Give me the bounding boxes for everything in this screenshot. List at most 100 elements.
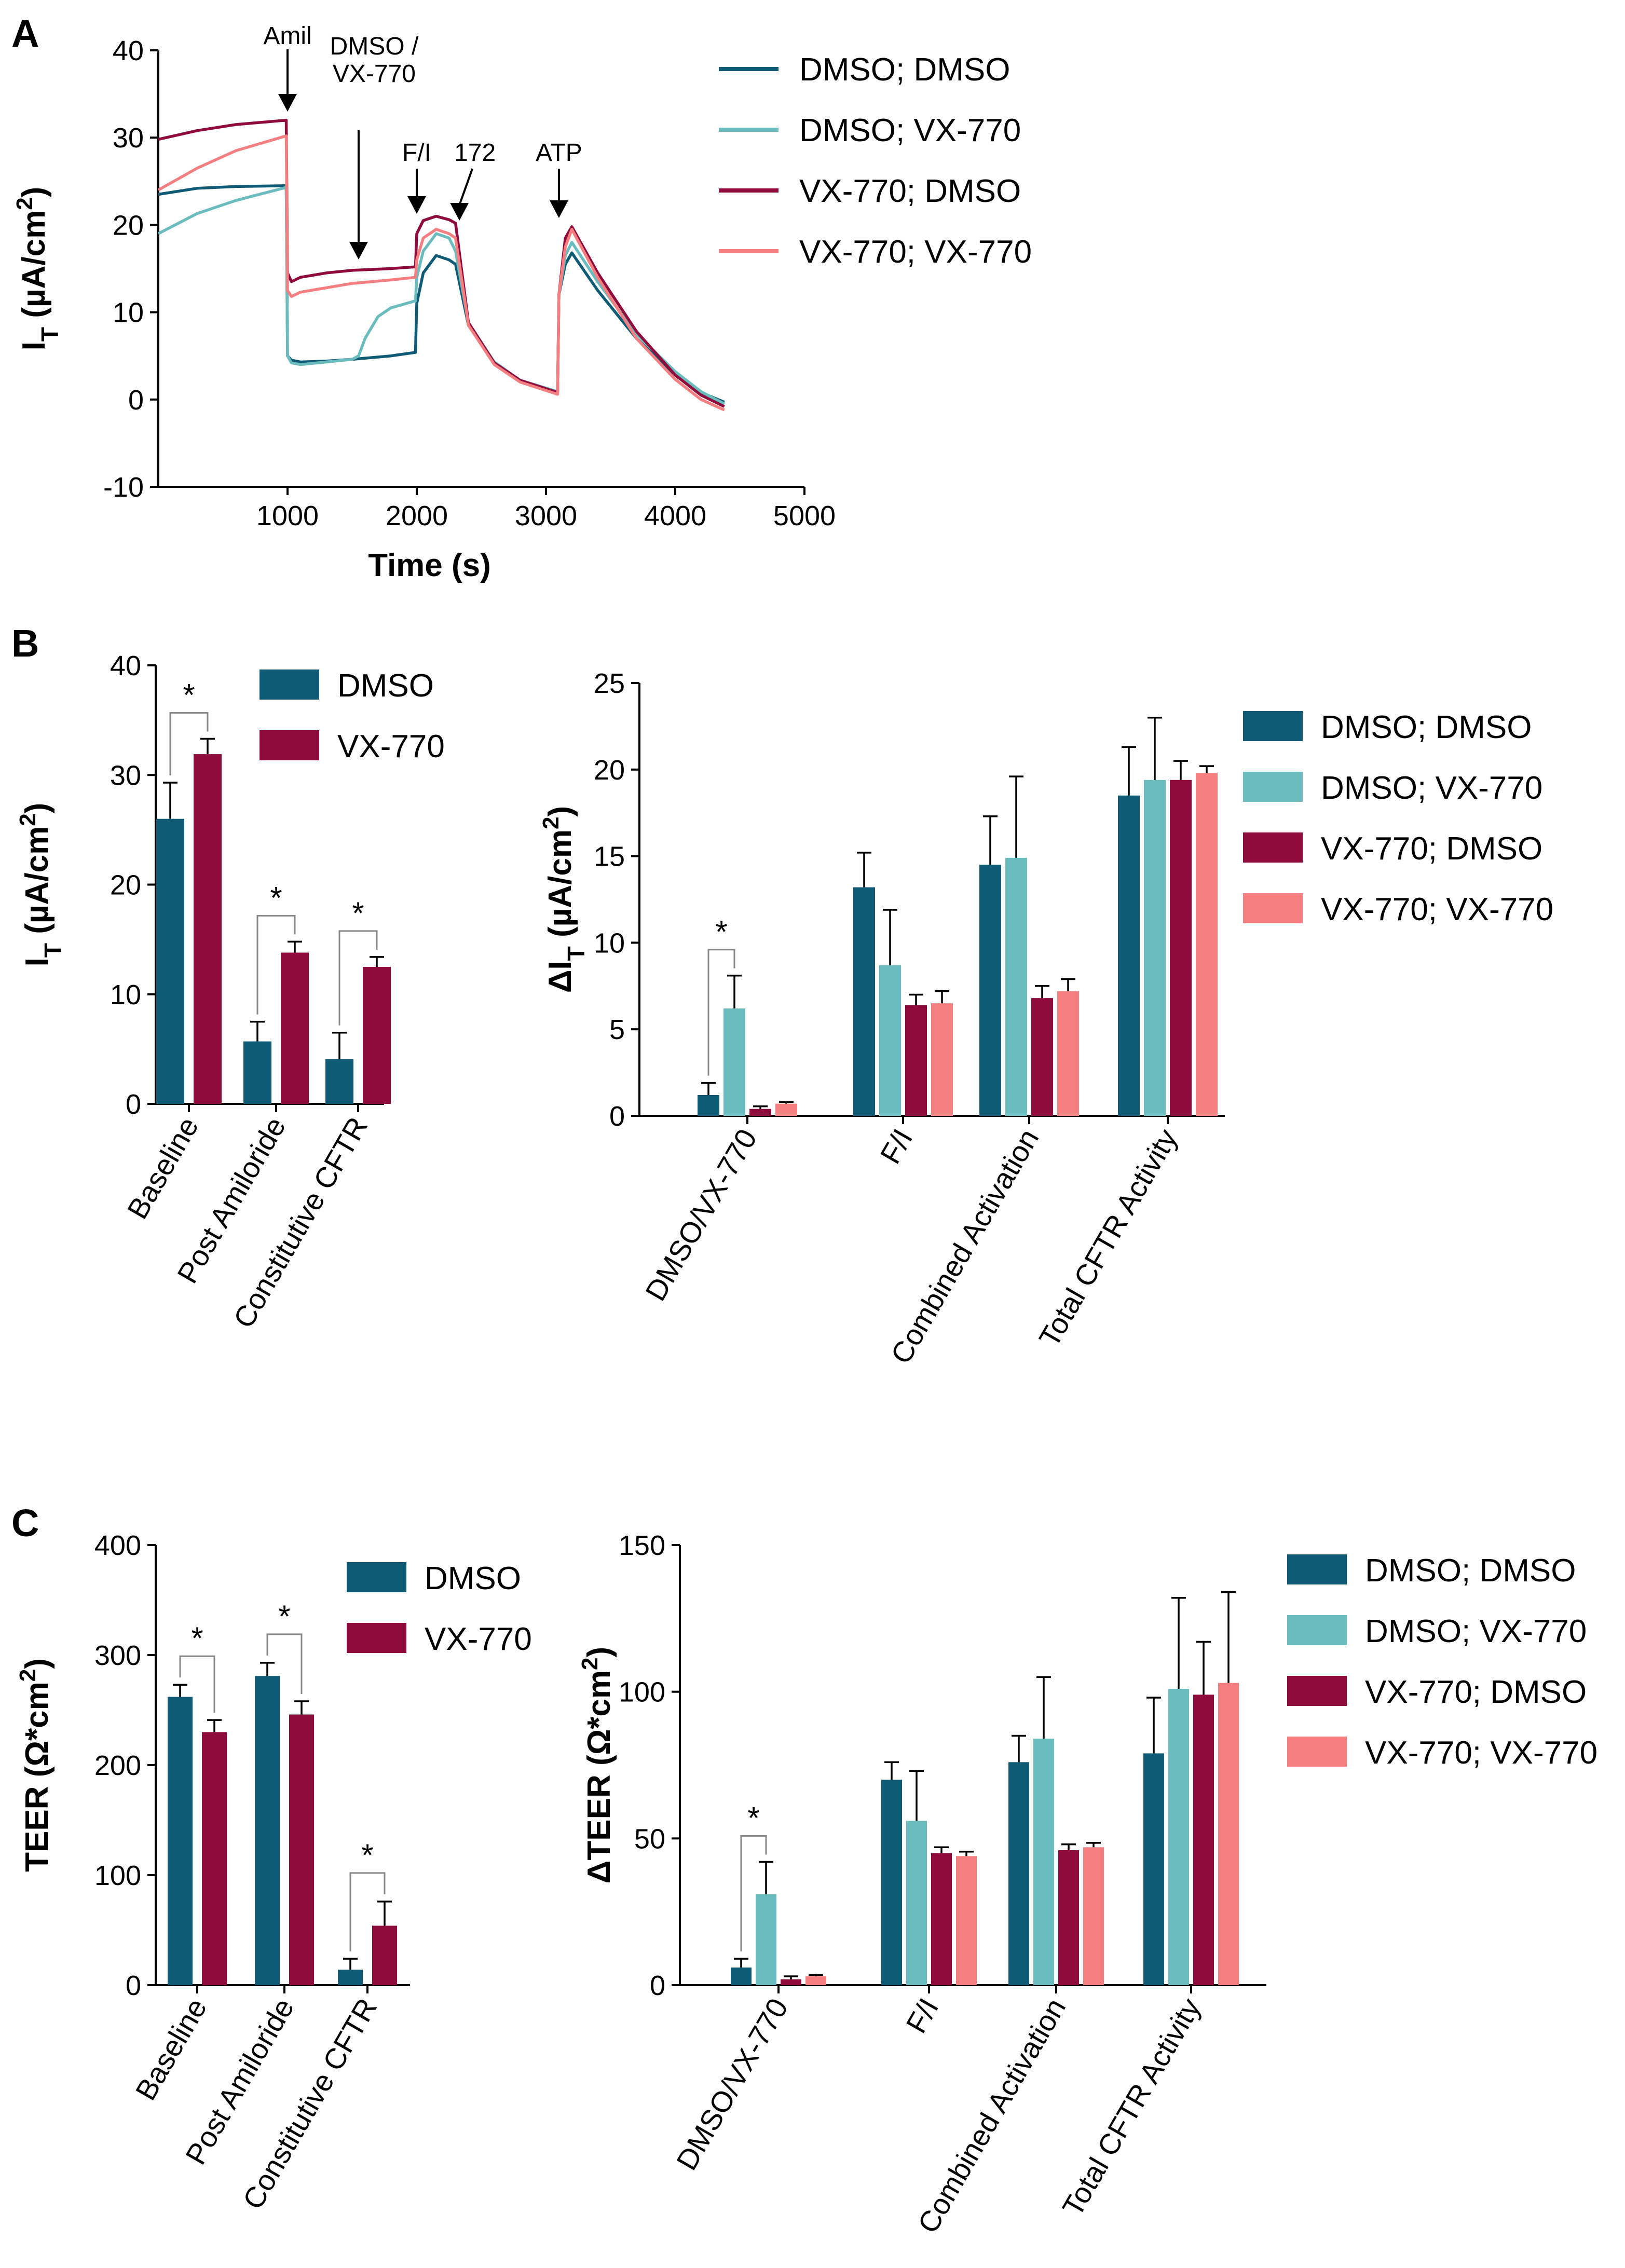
- bar: [979, 865, 1001, 1116]
- annotation-label: ATP: [536, 139, 582, 167]
- bar: [1083, 1847, 1104, 1985]
- bar: [1008, 1762, 1029, 1985]
- category-label: F/I: [899, 1993, 945, 2039]
- arrow-head: [278, 94, 297, 112]
- annotation-arrow: F/I: [402, 139, 431, 214]
- y-tick-label: 0: [650, 1970, 665, 2001]
- bracket-line: [349, 1872, 386, 1952]
- legend-label: VX-770; VX-770: [1365, 1735, 1597, 1771]
- significance-bracket: *: [256, 880, 296, 1015]
- text-run: I: [19, 958, 55, 966]
- category-label: Baseline: [129, 1993, 213, 2106]
- series-line: [157, 186, 725, 405]
- category-label: Combined Activation: [911, 1993, 1072, 2239]
- arrow-head: [549, 200, 568, 218]
- superscript: 2: [538, 817, 564, 829]
- legend-label: DMSO; VX-770: [1321, 770, 1542, 806]
- annotation-label: F/I: [402, 139, 431, 167]
- subscript: T: [39, 943, 66, 958]
- y-tick-label: 400: [94, 1530, 141, 1561]
- legend-label: DMSO; DMSO: [799, 52, 1010, 88]
- panel-label-a: A: [11, 12, 39, 55]
- y-tick-label: 40: [113, 35, 144, 66]
- y-tick-label: 30: [110, 760, 141, 791]
- legend: DMSO; DMSO DMSO; VX-770 VX-770; DMSO VX-770…: [1243, 709, 1553, 927]
- y-axis-title: IT​ (µA/cm2): [12, 187, 64, 351]
- bar: [749, 1109, 771, 1116]
- bar: [775, 1103, 797, 1116]
- category-label: Total CFTR Activity: [1032, 1124, 1183, 1352]
- category-label: Combined Activation: [884, 1124, 1045, 1370]
- superscript: 2: [15, 813, 40, 826]
- text-run: ): [542, 806, 578, 817]
- y-tick-label: 10: [110, 979, 141, 1010]
- bar: [372, 1925, 397, 1985]
- significance-bracket: *: [338, 896, 378, 1026]
- subscript: T: [563, 946, 590, 961]
- annotation-arrow: 172: [450, 139, 496, 221]
- superscript: 2: [12, 197, 37, 210]
- text-run: ): [19, 803, 55, 814]
- bar: [879, 965, 901, 1116]
- bar: [168, 1697, 193, 1985]
- legend-swatch: [1243, 711, 1303, 741]
- bar: [905, 1005, 927, 1116]
- arrow-head: [450, 203, 469, 221]
- y-tick-label: 10: [113, 297, 144, 329]
- category-label: Baseline: [120, 1112, 204, 1225]
- bar: [243, 1041, 271, 1104]
- x-tick-label: 4000: [644, 500, 706, 531]
- bar: [289, 1714, 314, 1985]
- legend-label: DMSO; DMSO: [1321, 709, 1532, 745]
- y-tick-label: 25: [594, 668, 625, 699]
- legend-label: DMSO; VX-770: [1365, 1614, 1587, 1649]
- bar: [723, 1008, 745, 1116]
- bar: [756, 1894, 776, 1985]
- bracket-line: [707, 949, 735, 1076]
- bar: [255, 1676, 280, 1985]
- bar: [1033, 1739, 1054, 1985]
- legend-swatch: [260, 730, 319, 760]
- bracket-line: [740, 1835, 767, 1952]
- text-run: ΔTEER (Ω*cm: [581, 1670, 617, 1883]
- text-run: ): [16, 187, 52, 198]
- significance-star: *: [183, 678, 195, 713]
- category-label: F/I: [873, 1124, 919, 1169]
- bar: [1118, 795, 1140, 1116]
- bar: [281, 952, 309, 1104]
- superscript: 2: [577, 1657, 603, 1670]
- text-run: ): [19, 1658, 55, 1669]
- significance-bracket: *: [179, 1621, 215, 1713]
- legend-swatch: [1243, 772, 1303, 802]
- bracket-line: [266, 1633, 303, 1695]
- significance-star: *: [270, 880, 282, 915]
- series-line: [158, 118, 725, 408]
- legend: DMSO; DMSO DMSO; VX-770 VX-770; DMSO VX-770…: [719, 52, 1032, 270]
- text-run: (µA/cm: [542, 829, 578, 946]
- bar: [1057, 991, 1079, 1116]
- y-axis-title: TEER (Ω*cm2): [15, 1658, 56, 1872]
- legend-label: DMSO: [337, 668, 434, 704]
- y-tick-label: 20: [110, 870, 141, 901]
- legend-swatch: [1287, 1676, 1347, 1706]
- bar: [906, 1821, 927, 1985]
- bracket-line: [169, 712, 209, 776]
- category-label: Total CFTR Activity: [1056, 1993, 1207, 2222]
- y-tick-label: -10: [103, 472, 144, 503]
- bar: [956, 1856, 977, 1985]
- annotation-label: Amil: [263, 22, 311, 50]
- text-run: ): [581, 1647, 617, 1658]
- bar: [1144, 780, 1166, 1116]
- legend: DMSO VX-770: [347, 1561, 532, 1657]
- bracket-line: [338, 930, 378, 1026]
- significance-star: *: [715, 914, 727, 949]
- bar: [1193, 1695, 1214, 1985]
- y-tick-label: 150: [619, 1530, 665, 1561]
- x-tick-label: 3000: [515, 500, 577, 531]
- y-axis-title: ΔIT​ (µA/cm2): [538, 806, 590, 993]
- significance-bracket: *: [266, 1599, 303, 1695]
- significance-star: *: [278, 1599, 290, 1634]
- bar: [1218, 1683, 1239, 1985]
- legend-label: VX-770; VX-770: [1321, 892, 1553, 927]
